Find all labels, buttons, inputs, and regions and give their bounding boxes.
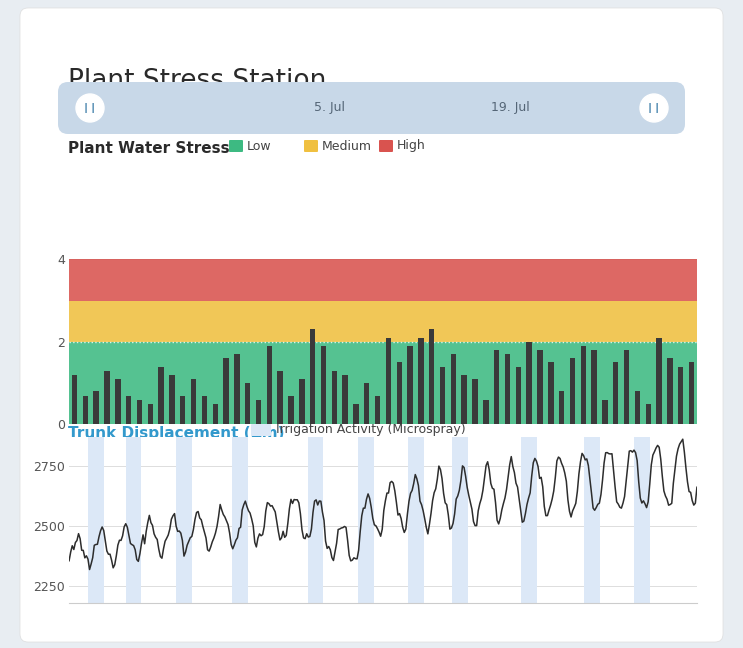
Bar xyxy=(429,329,435,424)
Bar xyxy=(494,350,499,424)
Bar xyxy=(137,400,142,424)
Bar xyxy=(635,391,640,424)
Bar xyxy=(104,371,110,424)
Bar xyxy=(678,367,684,424)
Bar xyxy=(504,354,510,424)
Bar xyxy=(397,362,402,424)
Bar xyxy=(191,379,196,424)
FancyBboxPatch shape xyxy=(20,8,723,642)
Bar xyxy=(310,329,315,424)
Bar xyxy=(580,346,586,424)
Bar xyxy=(233,437,248,603)
FancyBboxPatch shape xyxy=(251,424,271,436)
Bar xyxy=(245,383,250,424)
Bar xyxy=(169,375,175,424)
Bar xyxy=(537,350,542,424)
Text: Irrigation Activity (Microspray): Irrigation Activity (Microspray) xyxy=(276,424,466,437)
Bar xyxy=(148,404,153,424)
Bar xyxy=(234,354,239,424)
Text: High: High xyxy=(397,139,426,152)
Bar xyxy=(126,395,132,424)
Bar xyxy=(82,395,88,424)
Bar xyxy=(473,379,478,424)
Bar xyxy=(343,375,348,424)
Bar xyxy=(224,358,229,424)
Bar xyxy=(267,346,272,424)
Bar xyxy=(603,400,608,424)
Bar xyxy=(461,375,467,424)
Bar xyxy=(353,404,359,424)
Circle shape xyxy=(640,94,668,122)
Bar xyxy=(570,358,575,424)
Bar xyxy=(69,342,697,424)
Bar xyxy=(212,404,218,424)
Circle shape xyxy=(76,94,104,122)
Bar xyxy=(358,437,374,603)
Bar xyxy=(548,362,554,424)
Bar xyxy=(299,379,305,424)
FancyBboxPatch shape xyxy=(229,140,243,152)
Bar xyxy=(418,338,424,424)
Bar xyxy=(483,400,489,424)
Text: ❙❙: ❙❙ xyxy=(82,103,98,113)
Text: 5. Jul: 5. Jul xyxy=(314,102,345,115)
Bar xyxy=(201,395,207,424)
Bar xyxy=(451,354,456,424)
Text: Trunk Displacement (μm): Trunk Displacement (μm) xyxy=(68,426,285,441)
Bar xyxy=(521,437,537,603)
Bar xyxy=(440,367,445,424)
Bar xyxy=(176,437,192,603)
Bar xyxy=(656,338,662,424)
Bar xyxy=(375,395,380,424)
Text: Low: Low xyxy=(247,139,272,152)
Bar xyxy=(321,346,326,424)
Bar xyxy=(559,391,565,424)
Bar xyxy=(126,437,141,603)
FancyBboxPatch shape xyxy=(304,140,318,152)
Bar xyxy=(516,367,521,424)
Bar xyxy=(69,301,697,342)
Bar xyxy=(386,338,391,424)
Bar xyxy=(115,379,120,424)
FancyBboxPatch shape xyxy=(379,140,393,152)
Bar xyxy=(72,375,77,424)
Text: ❙❙: ❙❙ xyxy=(646,103,662,113)
Bar xyxy=(408,437,424,603)
Bar xyxy=(613,362,618,424)
Bar xyxy=(288,395,293,424)
Text: Plant Water Stress: Plant Water Stress xyxy=(68,141,230,156)
Bar xyxy=(69,259,697,301)
Text: Medium: Medium xyxy=(322,139,372,152)
Bar xyxy=(364,383,369,424)
Bar xyxy=(94,391,99,424)
Bar xyxy=(591,350,597,424)
Bar xyxy=(667,358,672,424)
Bar xyxy=(180,395,186,424)
Bar xyxy=(527,342,532,424)
Text: Plant Stress Station: Plant Stress Station xyxy=(68,68,326,94)
Bar xyxy=(646,404,651,424)
Bar xyxy=(407,346,413,424)
Bar xyxy=(277,371,283,424)
Bar xyxy=(689,362,694,424)
Bar xyxy=(88,437,103,603)
Bar xyxy=(624,350,629,424)
Text: 19. Jul: 19. Jul xyxy=(490,102,529,115)
FancyBboxPatch shape xyxy=(58,82,685,134)
Bar xyxy=(634,437,650,603)
Bar xyxy=(452,437,468,603)
Bar xyxy=(158,367,163,424)
Bar xyxy=(256,400,262,424)
Bar xyxy=(584,437,600,603)
Bar xyxy=(308,437,323,603)
Bar xyxy=(331,371,337,424)
